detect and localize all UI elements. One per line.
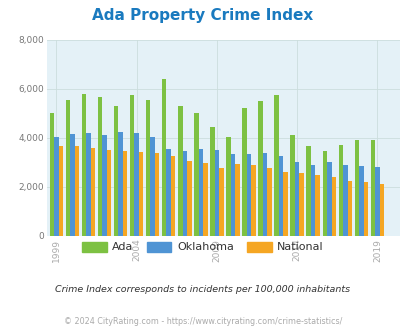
- Bar: [122, 150, 127, 236]
- Bar: [177, 106, 182, 236]
- Bar: [342, 165, 347, 236]
- Bar: [338, 145, 342, 236]
- Bar: [242, 108, 246, 236]
- Bar: [187, 161, 191, 236]
- Bar: [210, 127, 214, 236]
- Bar: [182, 151, 187, 236]
- Bar: [166, 149, 171, 236]
- Text: Ada Property Crime Index: Ada Property Crime Index: [92, 8, 313, 23]
- Bar: [219, 168, 223, 236]
- Bar: [283, 172, 287, 236]
- Bar: [246, 154, 251, 236]
- Bar: [379, 184, 383, 236]
- Bar: [155, 153, 159, 236]
- Bar: [230, 154, 234, 236]
- Bar: [234, 164, 239, 236]
- Bar: [322, 151, 326, 236]
- Bar: [226, 137, 230, 236]
- Bar: [130, 95, 134, 236]
- Bar: [251, 165, 255, 236]
- Bar: [145, 100, 150, 236]
- Bar: [266, 168, 271, 236]
- Bar: [363, 182, 367, 236]
- Bar: [214, 150, 219, 236]
- Bar: [150, 137, 155, 236]
- Bar: [81, 94, 86, 236]
- Bar: [202, 163, 207, 236]
- Bar: [290, 135, 294, 236]
- Bar: [315, 175, 319, 236]
- Bar: [58, 147, 63, 236]
- Bar: [331, 177, 335, 236]
- Bar: [198, 149, 202, 236]
- Bar: [274, 95, 278, 236]
- Bar: [310, 165, 315, 236]
- Bar: [278, 156, 283, 236]
- Legend: Ada, Oklahoma, National: Ada, Oklahoma, National: [78, 237, 327, 257]
- Bar: [262, 152, 266, 236]
- Bar: [298, 173, 303, 236]
- Bar: [70, 134, 75, 236]
- Bar: [90, 148, 95, 236]
- Text: © 2024 CityRating.com - https://www.cityrating.com/crime-statistics/: © 2024 CityRating.com - https://www.city…: [64, 317, 341, 326]
- Bar: [139, 152, 143, 236]
- Bar: [294, 162, 298, 236]
- Bar: [134, 133, 139, 236]
- Bar: [258, 101, 262, 236]
- Bar: [86, 133, 90, 236]
- Bar: [354, 140, 358, 236]
- Bar: [98, 97, 102, 236]
- Bar: [370, 140, 374, 236]
- Bar: [171, 156, 175, 236]
- Bar: [66, 100, 70, 236]
- Text: Crime Index corresponds to incidents per 100,000 inhabitants: Crime Index corresponds to incidents per…: [55, 285, 350, 294]
- Bar: [347, 181, 351, 236]
- Bar: [118, 132, 122, 236]
- Bar: [54, 137, 58, 236]
- Bar: [162, 79, 166, 236]
- Bar: [49, 113, 54, 236]
- Bar: [75, 147, 79, 236]
- Bar: [374, 167, 379, 236]
- Bar: [306, 147, 310, 236]
- Bar: [107, 150, 111, 236]
- Bar: [102, 135, 107, 236]
- Bar: [194, 113, 198, 236]
- Bar: [326, 162, 331, 236]
- Bar: [113, 106, 118, 236]
- Bar: [358, 166, 363, 236]
